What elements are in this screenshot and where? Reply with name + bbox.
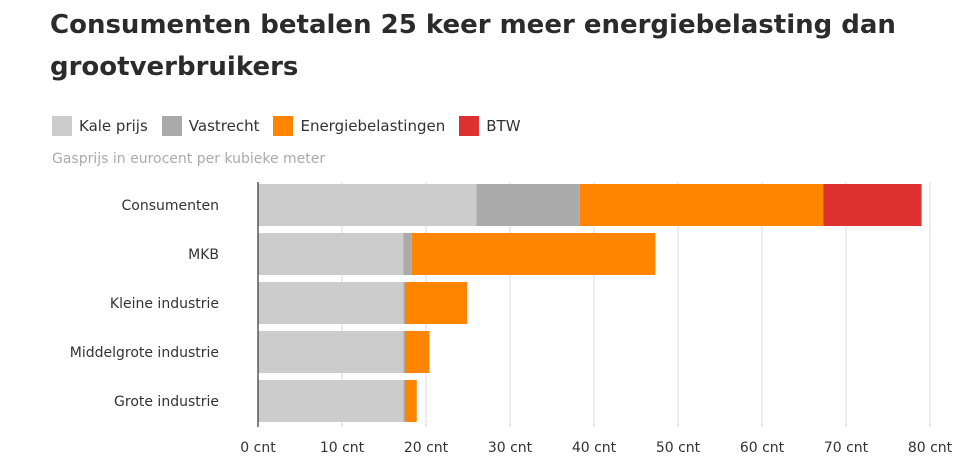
bar-grote-industrie-kale-prijs [258, 380, 404, 422]
x-tick-label: 20 cnt [404, 440, 449, 456]
x-tick-label: 30 cnt [488, 440, 533, 456]
bar-consumenten-kale-prijs [258, 184, 477, 226]
bar-kleine-industrie-kale-prijs [258, 282, 404, 324]
legend-swatch-vastrecht [161, 116, 182, 136]
legend-swatch-kale-prijs [52, 116, 72, 136]
bar-grote-industrie-vastrecht [403, 380, 405, 422]
bar-consumenten-vastrecht [476, 184, 580, 226]
x-tick-label: 80 cnt [908, 440, 953, 456]
legend-item-btw: BTW [459, 116, 521, 136]
category-label: Grote industrie [114, 394, 219, 410]
category-label: Middelgrote industrie [70, 345, 219, 361]
bar-mkb-kale-prijs [258, 233, 404, 275]
chart-subtitle: Gasprijs in eurocent per kubieke meter [52, 151, 326, 167]
legend-swatch-btw [459, 116, 480, 136]
x-tick-label: 0 cnt [240, 440, 276, 456]
category-label: MKB [188, 247, 219, 263]
legend-label-energiebelastingen: Energiebelastingen [300, 117, 446, 135]
x-tick-label: 40 cnt [572, 440, 617, 456]
bar-kleine-industrie-vastrecht [403, 282, 405, 324]
bar-mkb-energiebelastingen [411, 233, 656, 275]
x-tick-label: 60 cnt [740, 440, 785, 456]
bar-grote-industrie-energiebelastingen [405, 380, 417, 422]
legend-item-energiebelastingen: Energiebelastingen [273, 116, 445, 136]
category-label: Kleine industrie [110, 296, 219, 312]
x-tick-label: 70 cnt [824, 440, 869, 456]
legend-label-kale-prijs: Kale prijs [79, 117, 148, 135]
legend: Kale prijs Vastrecht Energiebelastingen … [52, 116, 535, 136]
bar-consumenten-energiebelastingen [579, 184, 824, 226]
bar-consumenten-btw [823, 184, 922, 226]
x-tick-label: 50 cnt [656, 440, 701, 456]
bar-middelgrote-industrie-energiebelastingen [405, 331, 430, 373]
legend-item-kale-prijs: Kale prijs [52, 116, 148, 136]
legend-swatch-energiebelastingen [273, 116, 294, 136]
legend-item-vastrecht: Vastrecht [161, 116, 260, 136]
legend-label-btw: BTW [486, 117, 521, 135]
legend-label-vastrecht: Vastrecht [188, 117, 260, 135]
x-tick-label: 10 cnt [320, 440, 365, 456]
bar-kleine-industrie-energiebelastingen [405, 282, 468, 324]
category-label: Consumenten [122, 198, 219, 214]
bar-mkb-vastrecht [403, 233, 412, 275]
bar-middelgrote-industrie-vastrecht [403, 331, 405, 373]
bar-middelgrote-industrie-kale-prijs [258, 331, 404, 373]
chart-title: Consumenten betalen 25 keer meer energie… [50, 10, 896, 82]
